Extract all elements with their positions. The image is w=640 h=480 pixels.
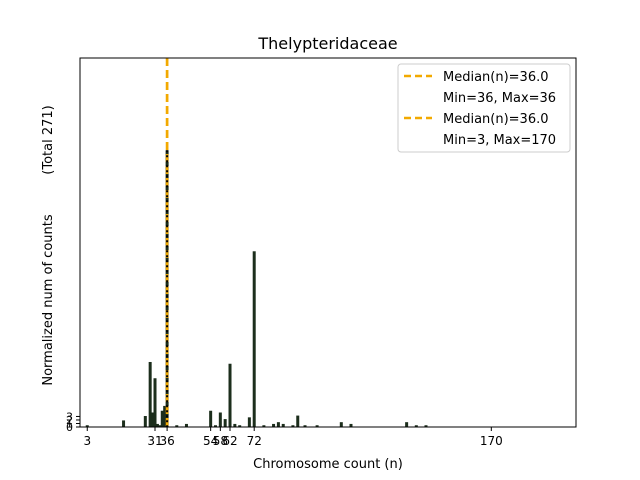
bar-n-90: [296, 415, 300, 427]
bar-n-30: [151, 412, 155, 427]
plot-area: [85, 58, 428, 427]
bar-n-62: [228, 363, 232, 427]
chart-title: Thelypteridaceae: [257, 34, 397, 53]
bar-n-84: [281, 423, 285, 427]
y-axis-total-label: (Total 271): [41, 105, 56, 174]
bar-n-27: [143, 416, 147, 427]
bar-n-40: [175, 425, 179, 427]
x-tick-label: 62: [222, 434, 237, 448]
bar-n-56: [213, 425, 217, 427]
legend-box: [397, 63, 571, 153]
bar-n-135: [405, 422, 409, 427]
y-tick-label: 2: [66, 414, 73, 427]
bar-n-34: [160, 410, 164, 427]
bar-n-98: [315, 425, 319, 427]
x-tick-label: 170: [480, 434, 503, 448]
bar-n-66: [238, 425, 242, 427]
x-tick-label: 54: [203, 434, 218, 448]
legend-entry-1-label: Median(n)=36.0: [443, 70, 549, 85]
bar-n-60: [223, 419, 227, 427]
axes-frame: [79, 57, 577, 428]
y-tick-label: 3: [66, 410, 73, 423]
x-tick-label: 3: [83, 434, 91, 448]
y-tick-label: 1: [66, 417, 73, 430]
x-tick-label: 72: [247, 434, 262, 448]
bar-n-80: [272, 423, 276, 427]
bar-n-143: [424, 425, 428, 427]
bar-n-93: [303, 425, 307, 427]
bar-n-18: [122, 420, 126, 427]
x-axis-label: Chromosome count (n): [253, 457, 403, 472]
bar-n-54: [209, 410, 213, 427]
x-tick-label: 31: [147, 434, 162, 448]
y-axis-label: Normalized num of counts: [41, 214, 56, 385]
bar-n-64: [233, 423, 237, 427]
bar-n-44: [184, 423, 188, 427]
bar-n-35: [163, 405, 167, 427]
bar-n-76: [262, 425, 266, 427]
bar-n-72: [252, 251, 256, 427]
legend-entry-1-range: Min=36, Max=36: [443, 91, 556, 106]
legend: Median(n)=36.0 Min=36, Max=36 Median(n)=…: [397, 63, 571, 153]
bar-n-139: [414, 425, 418, 427]
bar-n-58: [218, 412, 222, 427]
bar-n-108: [339, 422, 343, 427]
y-tick-label: 0: [66, 421, 73, 434]
x-tick-label: 36: [159, 434, 174, 448]
bar-n-88: [291, 425, 295, 427]
bar-n-3: [85, 425, 89, 427]
legend-entry-2-label: Median(n)=36.0: [443, 112, 549, 127]
bar-n-112: [349, 423, 353, 427]
x-tick-label: 58: [213, 434, 228, 448]
bar-n-29: [148, 361, 152, 427]
bar-n-70: [247, 417, 251, 427]
bar-n-33: [158, 425, 162, 427]
bar-n-31: [153, 378, 157, 427]
bar-n-82: [276, 422, 280, 427]
bar-n-32: [155, 423, 159, 427]
legend-entry-2-range: Min=3, Max=170: [443, 133, 556, 148]
